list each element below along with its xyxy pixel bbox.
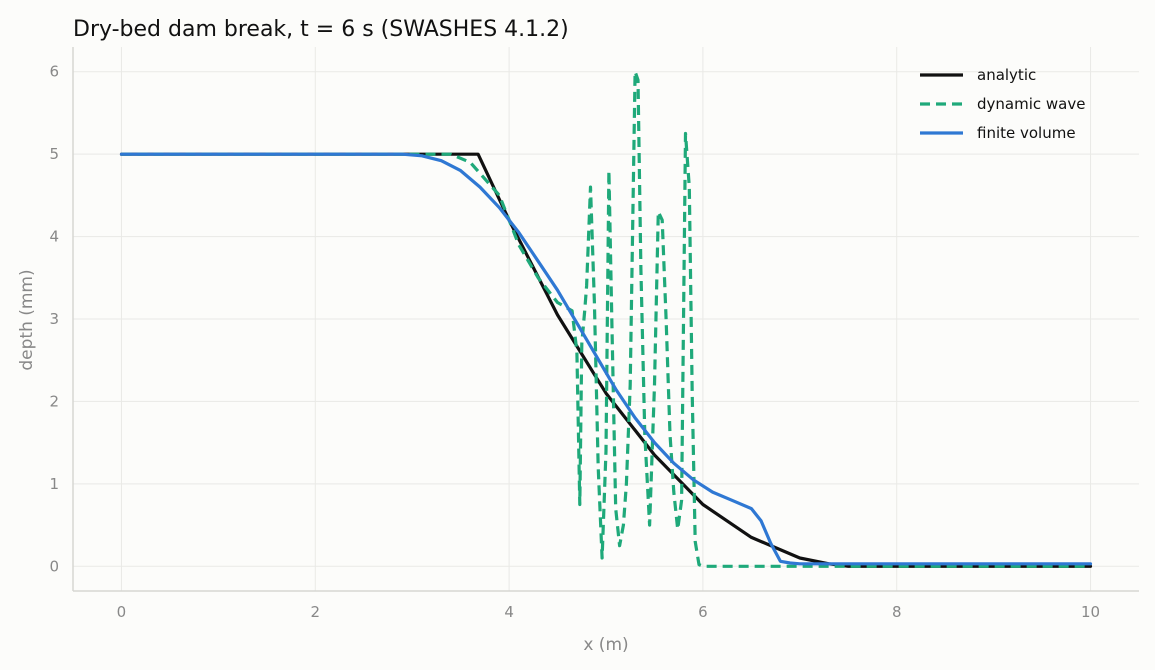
y-tick-label: 4 (49, 228, 59, 246)
legend-label: analytic (977, 66, 1036, 84)
x-axis-label: x (m) (583, 635, 628, 655)
legend-label: dynamic wave (977, 95, 1085, 113)
y-tick-label: 3 (49, 310, 59, 328)
x-tick-label: 10 (1081, 603, 1100, 621)
x-tick-label: 0 (117, 603, 127, 621)
y-tick-label: 0 (49, 557, 59, 575)
axes (72, 47, 1139, 592)
series-analytic (119, 152, 1093, 568)
y-tick-label: 1 (49, 475, 59, 493)
y-tick-labels: 0 1 2 3 4 5 6 (49, 63, 59, 576)
x-tick-label: 6 (698, 603, 708, 621)
chart-title: Dry-bed dam break, t = 6 s (SWASHES 4.1.… (73, 17, 569, 42)
series-finite-volume (119, 152, 1093, 566)
y-axis-label: depth (mm) (17, 269, 37, 370)
x-tick-label: 4 (504, 603, 514, 621)
legend-label: finite volume (977, 124, 1076, 142)
y-tick-label: 6 (49, 63, 59, 81)
y-tick-label: 5 (49, 145, 59, 163)
plot-area (119, 70, 1093, 568)
legend: analytic dynamic wave finite volume (920, 66, 1085, 142)
x-tick-label: 8 (892, 603, 902, 621)
x-tick-label: 2 (310, 603, 320, 621)
series-dynamic-wave (121, 70, 1091, 568)
y-tick-label: 2 (49, 392, 59, 410)
x-tick-labels: 0 2 4 6 8 10 (117, 603, 1100, 621)
